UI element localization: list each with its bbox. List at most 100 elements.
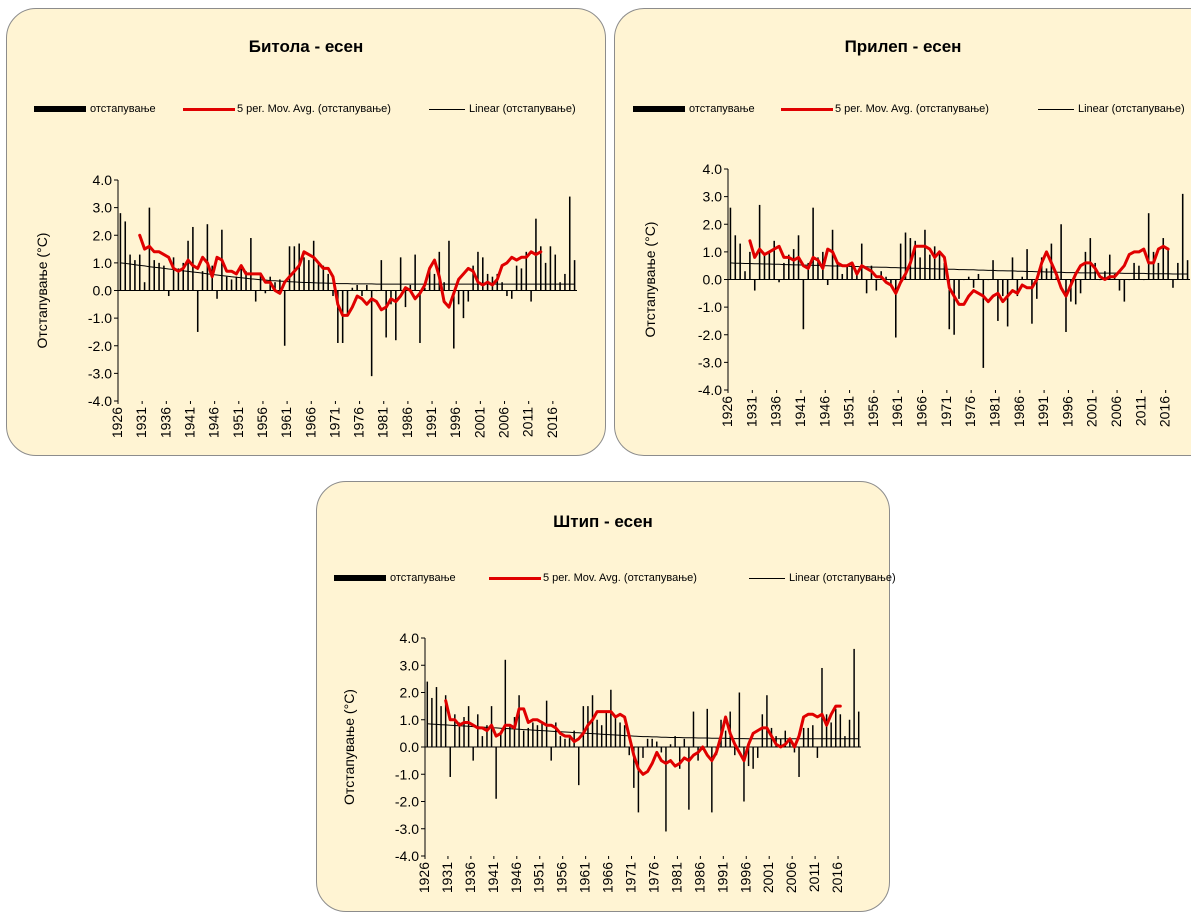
bar xyxy=(462,290,465,319)
legend-label-bars: отстапување xyxy=(390,572,456,584)
bar xyxy=(747,747,750,767)
bar xyxy=(683,738,686,747)
bar xyxy=(766,695,768,747)
y-tick-label: -4.0 xyxy=(88,393,112,409)
bar xyxy=(1001,279,1004,297)
bar xyxy=(783,262,785,280)
bar xyxy=(138,254,141,291)
x-tick-label: 1971 xyxy=(938,396,954,427)
bar xyxy=(428,268,431,291)
bar xyxy=(327,273,329,291)
bar xyxy=(322,265,325,291)
bar xyxy=(332,290,334,297)
bar xyxy=(495,747,497,799)
y-tick-label: -4.0 xyxy=(395,848,419,864)
bar xyxy=(1128,279,1130,281)
bar xyxy=(274,282,276,291)
y-tick-label: 1.0 xyxy=(93,255,113,271)
bar xyxy=(216,290,218,299)
bar xyxy=(839,714,842,747)
y-tick-label: -2.0 xyxy=(698,327,722,343)
bar xyxy=(527,727,529,747)
chart-title: Штип - есен xyxy=(553,512,653,531)
bar xyxy=(734,235,737,280)
x-tick-label: 1926 xyxy=(719,396,735,427)
bar xyxy=(948,279,951,330)
bar xyxy=(544,262,547,291)
y-axis-title: Отстапување (°C) xyxy=(642,222,658,338)
bar xyxy=(366,284,368,291)
bar xyxy=(293,246,296,291)
bar xyxy=(496,273,499,291)
bar xyxy=(812,207,814,280)
bar xyxy=(1104,271,1106,280)
bar xyxy=(614,717,617,747)
bar xyxy=(821,667,823,747)
bar xyxy=(758,204,761,280)
legend-label-moving-average: 5 per. Mov. Avg. (отстапување) xyxy=(543,572,697,584)
bar xyxy=(895,279,897,338)
bar xyxy=(549,246,552,291)
bar xyxy=(899,243,902,280)
bar xyxy=(1021,276,1023,280)
legend-label-linear: Linear (отстапување) xyxy=(469,103,576,115)
bar xyxy=(250,238,252,291)
x-tick-label: 1966 xyxy=(302,407,318,438)
bar xyxy=(656,741,658,747)
bar xyxy=(196,290,199,332)
bar xyxy=(564,273,566,291)
x-tick-label: 1961 xyxy=(278,407,294,438)
bar xyxy=(264,290,267,294)
bar xyxy=(802,279,805,330)
bar xyxy=(749,251,751,280)
x-tick-label: 1941 xyxy=(485,862,501,893)
legend-swatch-bars xyxy=(334,575,386,581)
bar xyxy=(477,251,479,291)
legend-swatch-moving-average xyxy=(489,577,541,580)
x-tick-label: 1961 xyxy=(889,396,905,427)
bar xyxy=(1167,249,1169,280)
bar xyxy=(438,251,441,291)
chart-title: Прилеп - есен xyxy=(844,37,962,56)
bar xyxy=(206,224,209,291)
x-tick-label: 2001 xyxy=(1084,396,1100,427)
bar xyxy=(559,736,562,747)
bar xyxy=(254,290,257,302)
bar xyxy=(773,240,775,280)
x-tick-label: 2016 xyxy=(1157,396,1173,427)
bar xyxy=(738,692,741,747)
x-tick-label: 1961 xyxy=(577,862,593,893)
bar xyxy=(646,738,649,747)
bar xyxy=(509,725,511,747)
bar xyxy=(763,254,766,280)
y-tick-label: -1.0 xyxy=(88,310,112,326)
legend-swatch-linear xyxy=(749,578,785,579)
bar xyxy=(761,714,764,747)
bar xyxy=(573,730,575,747)
chart-panel-prilep: Прилеп - есен отстапување 5 per. Mov. Av… xyxy=(614,8,1191,456)
bar xyxy=(929,254,931,280)
bar xyxy=(351,287,354,291)
x-tick-label: 1991 xyxy=(423,407,439,438)
bar xyxy=(472,265,474,291)
bar xyxy=(1162,238,1165,280)
x-tick-label: 2011 xyxy=(1132,396,1148,426)
x-tick-label: 2001 xyxy=(760,862,776,893)
y-axis-title: Отстапување (°C) xyxy=(341,689,357,805)
bar xyxy=(1099,279,1101,281)
legend-label-moving-average: 5 per. Mov. Avg. (отстапување) xyxy=(835,103,989,115)
y-tick-label: -3.0 xyxy=(698,354,722,370)
bar xyxy=(678,747,681,769)
x-tick-label: 1956 xyxy=(554,862,570,893)
bar xyxy=(967,276,970,280)
bar xyxy=(448,240,450,291)
legend-swatch-linear xyxy=(429,109,465,110)
bar xyxy=(734,747,736,756)
y-tick-label: 0.0 xyxy=(703,272,723,288)
legend-swatch-bars xyxy=(633,106,685,112)
bar xyxy=(308,260,310,291)
bar xyxy=(600,725,603,747)
bar xyxy=(807,262,810,280)
bar xyxy=(1060,224,1062,280)
bar xyxy=(825,714,828,747)
